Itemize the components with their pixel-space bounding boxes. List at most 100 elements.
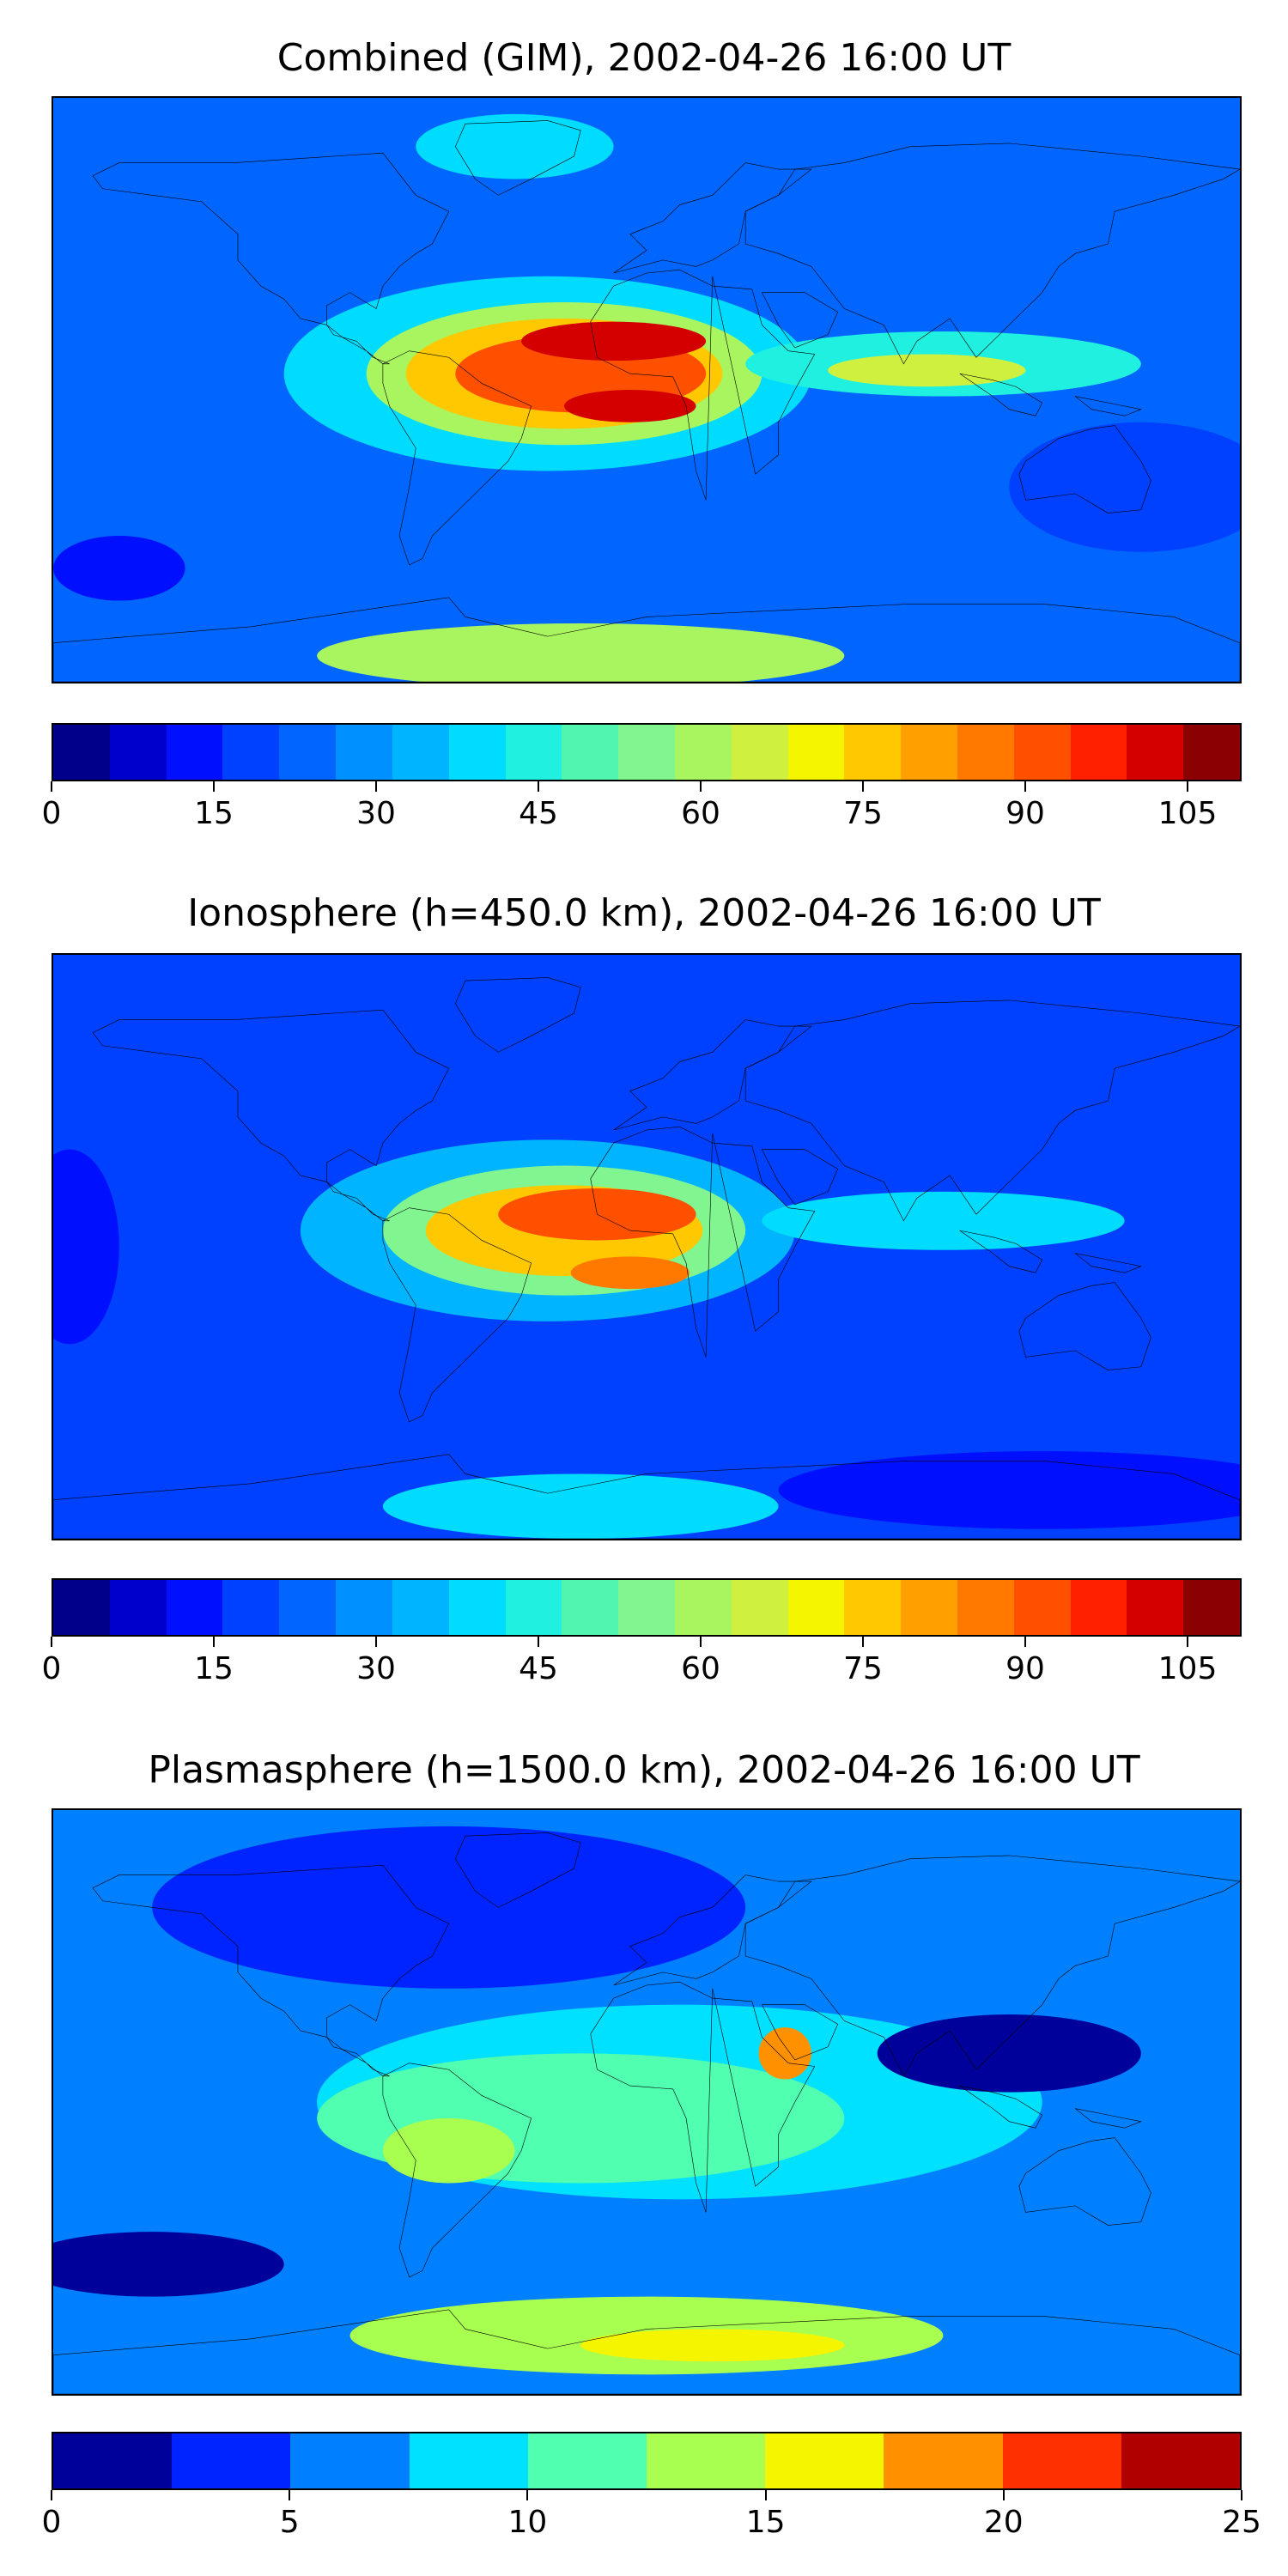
field-contour — [416, 113, 614, 179]
coastline — [762, 1150, 837, 1205]
field-contour — [53, 1149, 119, 1345]
colorbar-segment — [53, 1580, 110, 1635]
colorbar-segment — [166, 725, 223, 780]
tick-label: 5 — [279, 2505, 300, 2540]
map-svg — [53, 98, 1240, 682]
tick-label: 10 — [507, 2505, 548, 2540]
colorbar-ticks: 0 15 30 45 60 75 90 105 — [42, 1637, 1242, 1688]
panel-title: Plasmasphere (h=1500.0 km), 2002-04-26 1… — [148, 1748, 1140, 1792]
colorbar-segment — [222, 725, 280, 780]
coastline — [745, 1000, 1240, 1221]
coastline — [455, 977, 580, 1052]
colorbar-segment — [505, 725, 562, 780]
coastline — [1075, 1254, 1141, 1273]
coastline — [383, 351, 532, 565]
field-contour — [53, 2232, 284, 2297]
coastline — [53, 2310, 1240, 2394]
colorbar-segment — [884, 2433, 1003, 2488]
tick-label: 20 — [983, 2505, 1024, 2540]
colorbar-segment — [1127, 725, 1184, 780]
colorbar-segment — [787, 725, 845, 780]
tick-mark — [862, 781, 864, 792]
tick-label: 45 — [519, 796, 558, 831]
tick-mark — [1241, 2490, 1242, 2500]
tick-label: 30 — [356, 796, 396, 831]
coastline — [960, 2086, 1042, 2128]
colorbar-segment — [1183, 1580, 1240, 1635]
coastline — [1019, 1283, 1151, 1370]
tick-label: 15 — [194, 796, 234, 831]
tick-label: 45 — [519, 1651, 558, 1686]
colorbar-segment — [172, 2433, 291, 2488]
coastline — [455, 1832, 580, 1907]
colorbar-ionosphere — [52, 1578, 1242, 1637]
tick-mark — [764, 2490, 767, 2500]
coastline — [93, 153, 449, 325]
coastline — [762, 293, 837, 348]
field-contour — [580, 2329, 845, 2362]
colorbar-segment — [1013, 1580, 1071, 1635]
tick-mark — [1187, 1637, 1188, 1647]
map-combined — [52, 96, 1242, 683]
coastline — [455, 120, 580, 195]
colorbar-segment — [957, 725, 1014, 780]
field-contour — [758, 2027, 811, 2080]
tick-label: 15 — [745, 2505, 786, 2540]
map-plasmasphere — [52, 1808, 1242, 2396]
colorbar-segment — [392, 725, 449, 780]
colorbar-segment — [409, 2433, 528, 2488]
colorbar-segment — [505, 1580, 562, 1635]
tick-mark — [51, 2490, 52, 2500]
colorbar-segment — [1183, 725, 1240, 780]
map-svg — [53, 1810, 1240, 2394]
field-contour — [570, 1256, 690, 1290]
field-contour — [762, 1191, 1125, 1250]
colorbar-segment — [53, 725, 110, 780]
coastline — [93, 1865, 449, 2037]
coastline — [383, 2063, 532, 2277]
colorbar-combined — [52, 723, 1242, 781]
coastline — [1019, 426, 1151, 513]
tick-label: 90 — [1005, 796, 1045, 831]
tick-mark — [700, 1637, 702, 1647]
coastline — [327, 325, 390, 363]
colorbar-segment — [901, 725, 957, 780]
tick-label: 105 — [1157, 1651, 1218, 1686]
tick-label: 60 — [681, 796, 720, 831]
colorbar-segment — [109, 1580, 167, 1635]
tick-mark — [51, 781, 52, 792]
field-contour — [521, 321, 707, 361]
tick-label: 30 — [356, 1651, 396, 1686]
tick-label: 0 — [41, 2505, 62, 2540]
colorbar-segment — [844, 1580, 902, 1635]
coastline — [762, 2005, 837, 2060]
colorbar-segment — [1127, 1580, 1184, 1635]
coastline — [327, 2037, 390, 2075]
field-contour — [382, 1473, 779, 1539]
colorbar-segment — [53, 2433, 173, 2488]
tick-label: 0 — [41, 796, 62, 831]
field-contour — [1009, 422, 1240, 552]
coastline — [960, 374, 1042, 416]
colorbar-plasmasphere — [52, 2432, 1242, 2490]
tick-mark — [213, 1637, 215, 1647]
colorbar-segment — [1121, 2433, 1240, 2488]
map-svg — [53, 955, 1240, 1539]
tick-mark — [700, 781, 702, 792]
colorbar-segment — [562, 1580, 619, 1635]
tick-label: 75 — [843, 796, 883, 831]
field-contour — [382, 2117, 515, 2184]
tick-mark — [1002, 2490, 1005, 2500]
colorbar-segment — [1013, 725, 1071, 780]
tick-mark — [538, 781, 539, 792]
colorbar-ticks: 0 15 30 45 60 75 90 105 — [42, 781, 1242, 833]
field-contour — [564, 390, 696, 422]
colorbar-segment — [901, 1580, 957, 1635]
tick-mark — [289, 2490, 291, 2500]
coastline — [745, 143, 1240, 364]
colorbar-segment — [674, 725, 732, 780]
coastline — [745, 1856, 1240, 2076]
tick-label: 60 — [681, 1651, 720, 1686]
colorbar-segment — [787, 1580, 845, 1635]
colorbar-segment — [765, 2433, 884, 2488]
